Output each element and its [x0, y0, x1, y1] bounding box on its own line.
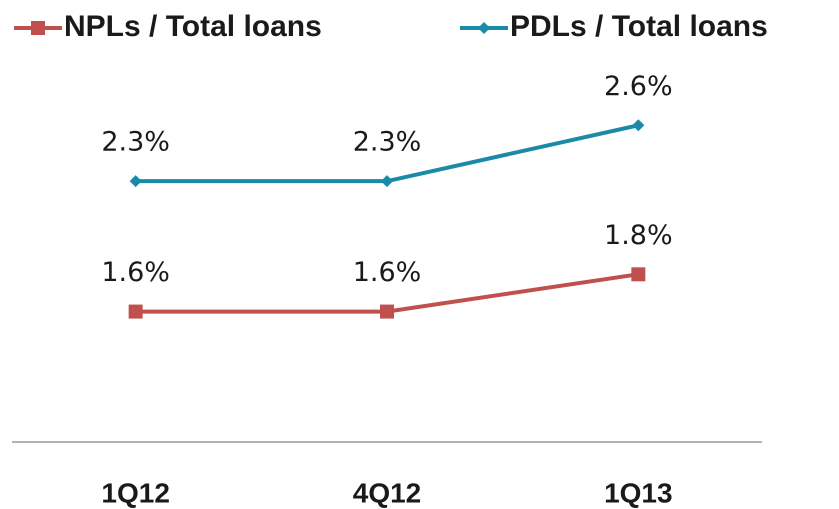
data-label: 1.8%	[604, 220, 673, 251]
data-label: 1.6%	[101, 257, 170, 288]
data-label: 2.3%	[101, 127, 170, 158]
data-label: 1.6%	[353, 257, 422, 288]
marker	[381, 175, 393, 188]
x-tick-label: 1Q13	[604, 477, 673, 508]
legend-label: NPLs / Total loans	[64, 10, 322, 43]
legend-marker	[31, 21, 45, 35]
marker	[380, 304, 394, 319]
data-label: 2.6%	[604, 71, 673, 102]
legend-marker	[478, 22, 490, 34]
x-tick-label: 4Q12	[353, 477, 422, 508]
marker	[128, 304, 143, 319]
marker	[632, 119, 645, 132]
marker	[631, 267, 646, 282]
data-label: 2.3%	[353, 127, 422, 158]
x-tick-label: 1Q12	[101, 477, 170, 508]
legend-label: PDLs / Total loans	[510, 10, 768, 43]
marker	[129, 175, 142, 188]
